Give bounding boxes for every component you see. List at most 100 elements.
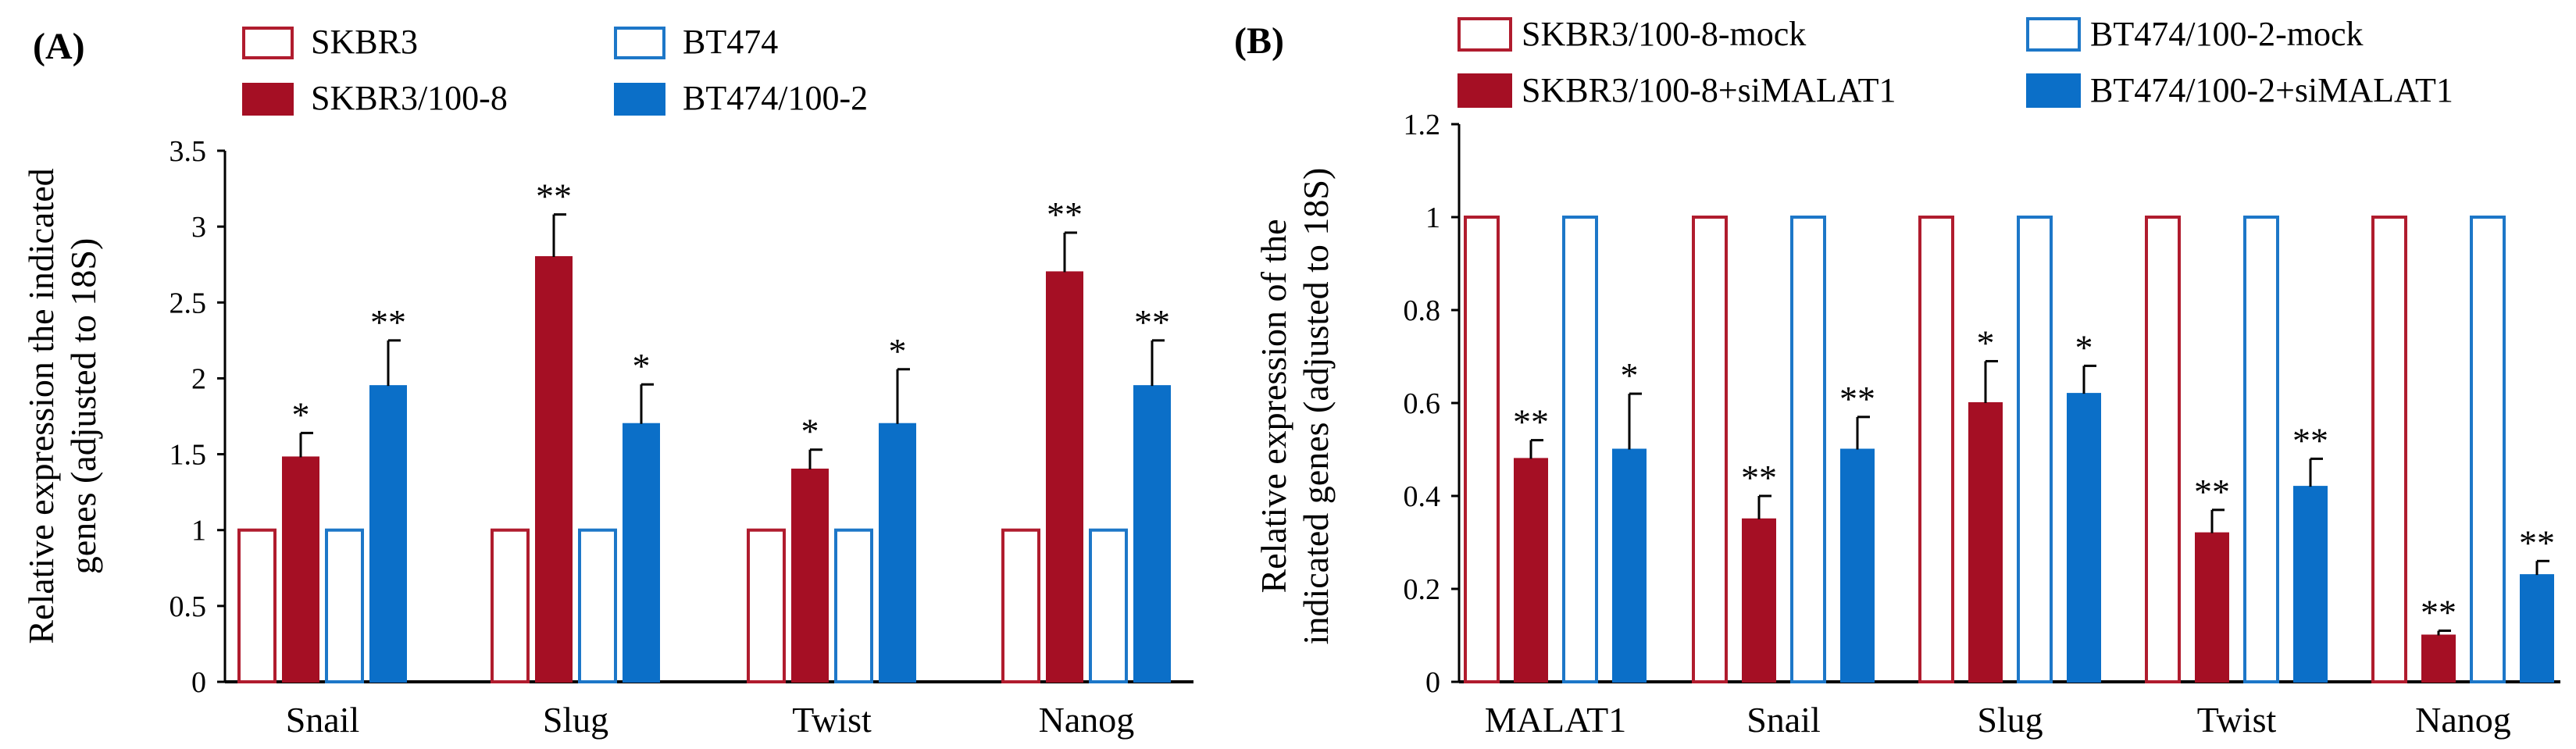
y-tick-label: 2 <box>191 362 206 395</box>
bar <box>791 469 829 683</box>
significance-mark: ** <box>1839 379 1875 419</box>
legend-swatch <box>1457 17 1512 52</box>
significance-mark: * <box>2075 327 2093 367</box>
x-tick-label: Nanog <box>2415 700 2511 740</box>
y-axis-title: Relative expression of theindicated gene… <box>1254 168 1336 645</box>
y-tick-label: 3 <box>191 211 206 244</box>
x-tick-label: Slug <box>543 700 608 740</box>
bar <box>325 528 364 684</box>
significance-mark: ** <box>536 177 572 216</box>
bar <box>747 528 786 684</box>
bar <box>1562 216 1598 683</box>
y-tick-label: 1 <box>191 515 206 547</box>
bar <box>2017 216 2053 683</box>
y-axis-title-line: genes (adjusted to 18S) <box>63 238 103 575</box>
bar <box>578 528 617 684</box>
legend-swatch <box>2026 73 2081 108</box>
x-tick-label: Twist <box>792 700 872 740</box>
y-tick-label: 1 <box>1425 202 1440 234</box>
legend-label: BT474/100-2+siMALAT1 <box>2090 71 2453 109</box>
y-tick-label: 2.5 <box>169 287 207 319</box>
bar <box>1968 402 2003 683</box>
y-tick-label: 0 <box>191 666 206 699</box>
significance-mark: * <box>633 346 651 386</box>
legend-item: BT474/100-2-mock <box>2026 15 2364 53</box>
legend-item: BT474/100-2 <box>614 79 868 117</box>
legend-swatch <box>2026 17 2081 52</box>
y-tick-label: 1.5 <box>169 439 207 472</box>
y-axis-title-line: Relative expression of the <box>1254 219 1293 593</box>
legend-item: BT474 <box>614 23 778 61</box>
significance-mark: ** <box>1047 194 1083 234</box>
legend-item: SKBR3/100-8+siMALAT1 <box>1457 71 1896 109</box>
bar <box>1790 216 1826 683</box>
significance-mark: ** <box>370 302 406 342</box>
chart-panel-b: (B) SKBR3/100-8-mock SKBR3/100-8+siMALAT1 B… <box>1234 15 2560 740</box>
y-tick-label: 0.2 <box>1404 573 1441 606</box>
legend-swatch <box>614 27 665 59</box>
bar <box>1918 216 1954 683</box>
bar <box>282 456 319 683</box>
bar <box>1514 458 1548 683</box>
bar <box>623 423 660 683</box>
bar <box>1089 528 1128 684</box>
bar <box>2243 216 2279 683</box>
bar <box>2421 634 2456 683</box>
panel-label: (A) <box>33 26 85 67</box>
bar <box>2470 216 2506 683</box>
x-tick-label: Slug <box>1977 700 2043 740</box>
y-axis-title: Relative expression the indicatedgenes (… <box>21 168 103 644</box>
bar <box>237 528 277 684</box>
significance-mark: * <box>889 331 907 371</box>
panel-label: (B) <box>1234 20 1284 62</box>
legend-label: SKBR3 <box>311 23 418 61</box>
legend-label: SKBR3/100-8+siMALAT1 <box>1522 71 1896 109</box>
bar <box>1692 216 1728 683</box>
significance-mark: ** <box>2519 523 2555 562</box>
significance-mark: ** <box>2292 420 2328 460</box>
x-tick-label: Nanog <box>1039 700 1135 740</box>
y-axis-title-line: indicated genes (adjusted to 18S) <box>1296 168 1336 645</box>
bar <box>2293 486 2328 683</box>
bar <box>535 256 573 683</box>
bar <box>1742 518 1776 683</box>
bar <box>491 528 530 684</box>
significance-mark: ** <box>1741 458 1777 498</box>
legend-label: BT474 <box>683 23 778 61</box>
bar <box>2067 393 2101 683</box>
bar <box>2371 216 2407 683</box>
y-tick-label: 0.4 <box>1404 480 1441 513</box>
legend-label: BT474/100-2 <box>683 79 868 117</box>
chart-panel-a: (A) SKBR3 SKBR3/100-8 BT474 BT474/100-2 0 0.5 1… <box>21 23 1193 740</box>
bar <box>1464 216 1500 683</box>
y-tick-label: 0.6 <box>1404 387 1441 420</box>
legend-label: BT474/100-2-mock <box>2090 15 2364 53</box>
bar <box>1001 528 1040 684</box>
significance-mark: ** <box>1134 302 1170 342</box>
bar <box>834 528 873 684</box>
y-tick-label: 1.2 <box>1404 109 1441 141</box>
bar <box>1046 271 1083 683</box>
bar <box>2520 574 2554 683</box>
legend-swatch <box>1457 73 1512 108</box>
legend-item: SKBR3 <box>242 23 418 61</box>
y-tick-label: 0.8 <box>1404 294 1441 327</box>
legend-item: SKBR3/100-8-mock <box>1457 15 1806 53</box>
legend-item: SKBR3/100-8 <box>242 79 508 117</box>
significance-mark: * <box>1977 323 1995 362</box>
legend-item: BT474/100-2+siMALAT1 <box>2026 71 2453 109</box>
y-tick-label: 0.5 <box>169 590 207 623</box>
significance-mark: * <box>292 394 310 434</box>
y-axis-title-line: Relative expression the indicated <box>21 168 61 644</box>
legend-swatch <box>614 83 665 116</box>
y-tick-label: 3.5 <box>169 135 207 168</box>
significance-mark: ** <box>2194 472 2230 512</box>
bar <box>369 385 407 683</box>
x-tick-label: Twist <box>2197 700 2277 740</box>
legend-label: SKBR3/100-8 <box>311 79 508 117</box>
significance-mark: * <box>1621 355 1639 395</box>
x-tick-label: Snail <box>286 700 360 740</box>
bar <box>2195 532 2229 683</box>
x-tick-label: Snail <box>1746 700 1821 740</box>
